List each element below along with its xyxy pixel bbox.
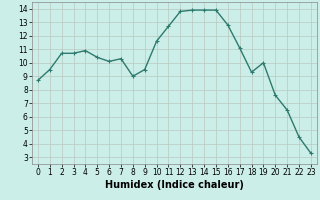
X-axis label: Humidex (Indice chaleur): Humidex (Indice chaleur): [105, 180, 244, 190]
